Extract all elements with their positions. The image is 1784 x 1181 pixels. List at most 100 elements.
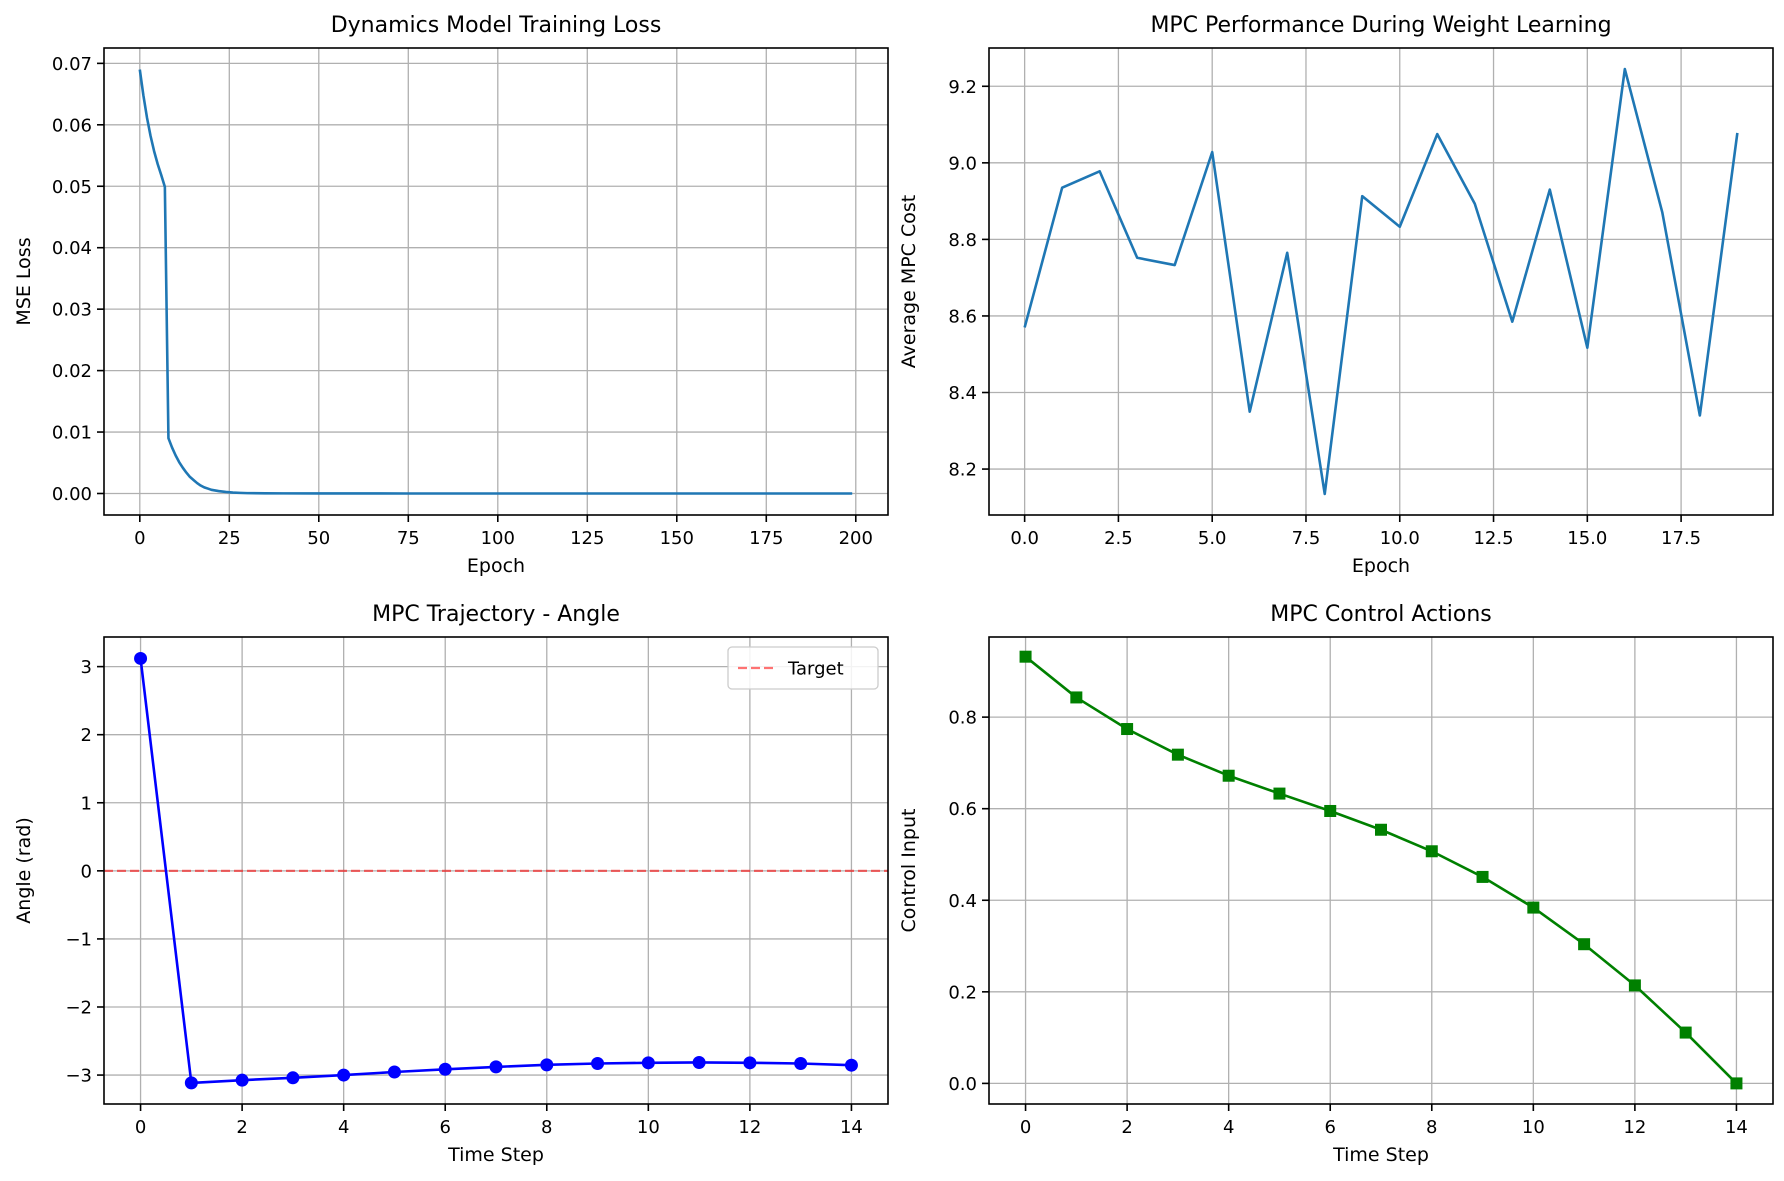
y-tick-label: 0.01 [52,423,92,444]
data-point [1121,723,1134,736]
data-point [1070,691,1083,704]
chart-controls: 0 2 4 6 8 10 12 14 0.0 0.2 0.4 0.6 0.8 MPC Control Ac… [898,602,1774,1166]
chart-loss: 0 25 50 75 100 125 150 175 200 0.00 0.01 0.02 0.03 0.… [13,13,889,577]
x-tick-label: 4 [338,1117,349,1138]
plot-area [989,637,1773,1104]
y-axis-label: Control Input [898,809,920,933]
data-point [743,1056,757,1070]
x-axis-label: Epoch [1352,555,1410,577]
series-line [138,69,853,495]
y-tick-label: 0.00 [52,484,92,505]
x-tick-label: 100 [481,528,515,549]
x-tick-label: 8 [1426,1117,1437,1138]
data-point [1324,804,1337,817]
axes-frame [988,636,1774,1105]
data-point [235,1073,249,1087]
y-tick-label: 0.4 [948,891,977,912]
data-point [1222,769,1235,782]
legend-entry: Target [787,659,844,680]
x-tick-label: 2 [236,1117,247,1138]
x-tick-label: 25 [218,528,241,549]
y-axis-label: Average MPC Cost [898,195,920,368]
y-tick-label: −1 [65,929,92,950]
x-tick-label: 12 [738,1117,761,1138]
y-tick-label: 0.02 [52,361,92,382]
x-tick-label: 5.0 [1198,528,1227,549]
chart-title: MPC Performance During Weight Learning [1150,13,1611,38]
y-tick-label: 0.05 [52,177,92,198]
x-axis-label: Epoch [467,555,525,577]
x-tick-label: 17.5 [1661,528,1701,549]
y-tick-label: 0.06 [52,115,92,136]
data-point [1425,845,1438,858]
y-tick-label: 3 [81,657,92,678]
y-tick-label: −3 [65,1066,92,1087]
data-point [1476,870,1489,883]
y-tick-label: 8.2 [948,460,977,481]
x-tick-label: 75 [397,528,420,549]
x-tick-label: 6 [1324,1117,1335,1138]
data-point [489,1060,503,1074]
plot-area [104,48,888,515]
x-tick-label: 15.0 [1567,528,1607,549]
data-point [438,1062,452,1076]
chart-title: MPC Trajectory - Angle [372,602,620,627]
data-point [286,1071,300,1085]
x-tick-label: 0 [1020,1117,1031,1138]
x-tick-label: 12 [1623,1117,1646,1138]
x-tick-label: 14 [1725,1117,1748,1138]
x-tick-label: 10 [1522,1117,1545,1138]
y-tick-label: 8.6 [948,306,977,327]
x-tick-label: 150 [660,528,694,549]
legend-box [727,646,879,690]
axes-frame [103,47,889,516]
data-point [387,1065,401,1079]
chart-mpc-perf: 0.0 2.5 5.0 7.5 10.0 12.5 15.0 17.5 8.2 8.4 8.6 8.8… [898,13,1774,577]
x-tick-label: 4 [1223,1117,1234,1138]
x-tick-label: 175 [749,528,783,549]
data-point [540,1058,554,1072]
x-tick-label: 50 [307,528,330,549]
y-tick-label: 2 [81,725,92,746]
x-tick-label: 10 [637,1117,660,1138]
plot-area [989,48,1773,515]
data-point [134,651,148,665]
y-tick-label: 0.03 [52,300,92,321]
y-tick-label: 0.8 [948,708,977,729]
data-point [794,1056,808,1070]
data-point [1628,979,1641,992]
y-tick-label: 0.2 [948,982,977,1003]
data-point [1679,1026,1692,1039]
y-axis-label: MSE Loss [13,237,35,325]
y-tick-label: 0 [81,861,92,882]
y-tick-label: 0.07 [52,54,92,75]
data-point [591,1056,605,1070]
y-tick-label: 8.4 [948,383,977,404]
x-tick-label: 6 [439,1117,450,1138]
y-tick-label: −2 [65,997,92,1018]
x-tick-label: 0.0 [1010,528,1039,549]
data-point [844,1058,858,1072]
x-tick-label: 2 [1121,1117,1132,1138]
y-tick-label: 0.6 [948,799,977,820]
y-tick-label: 9.0 [948,153,977,174]
x-tick-label: 8 [541,1117,552,1138]
data-point [1375,823,1387,836]
y-axis-label: Angle (rad) [13,817,35,923]
data-point [1273,787,1286,800]
data-point [1578,938,1591,951]
data-point [1730,1077,1743,1090]
data-point [1527,901,1540,914]
series-line [1023,67,1739,496]
data-point [184,1076,198,1090]
legend: Target [727,646,879,690]
x-tick-label: 200 [839,528,873,549]
y-tick-label: 9.2 [948,77,977,98]
x-tick-label: 0 [134,528,145,549]
y-tick-label: 0.04 [52,238,92,259]
chart-title: MPC Control Actions [1270,602,1491,627]
x-tick-label: 0 [135,1117,146,1138]
data-point [692,1055,706,1069]
x-tick-label: 10.0 [1380,528,1420,549]
